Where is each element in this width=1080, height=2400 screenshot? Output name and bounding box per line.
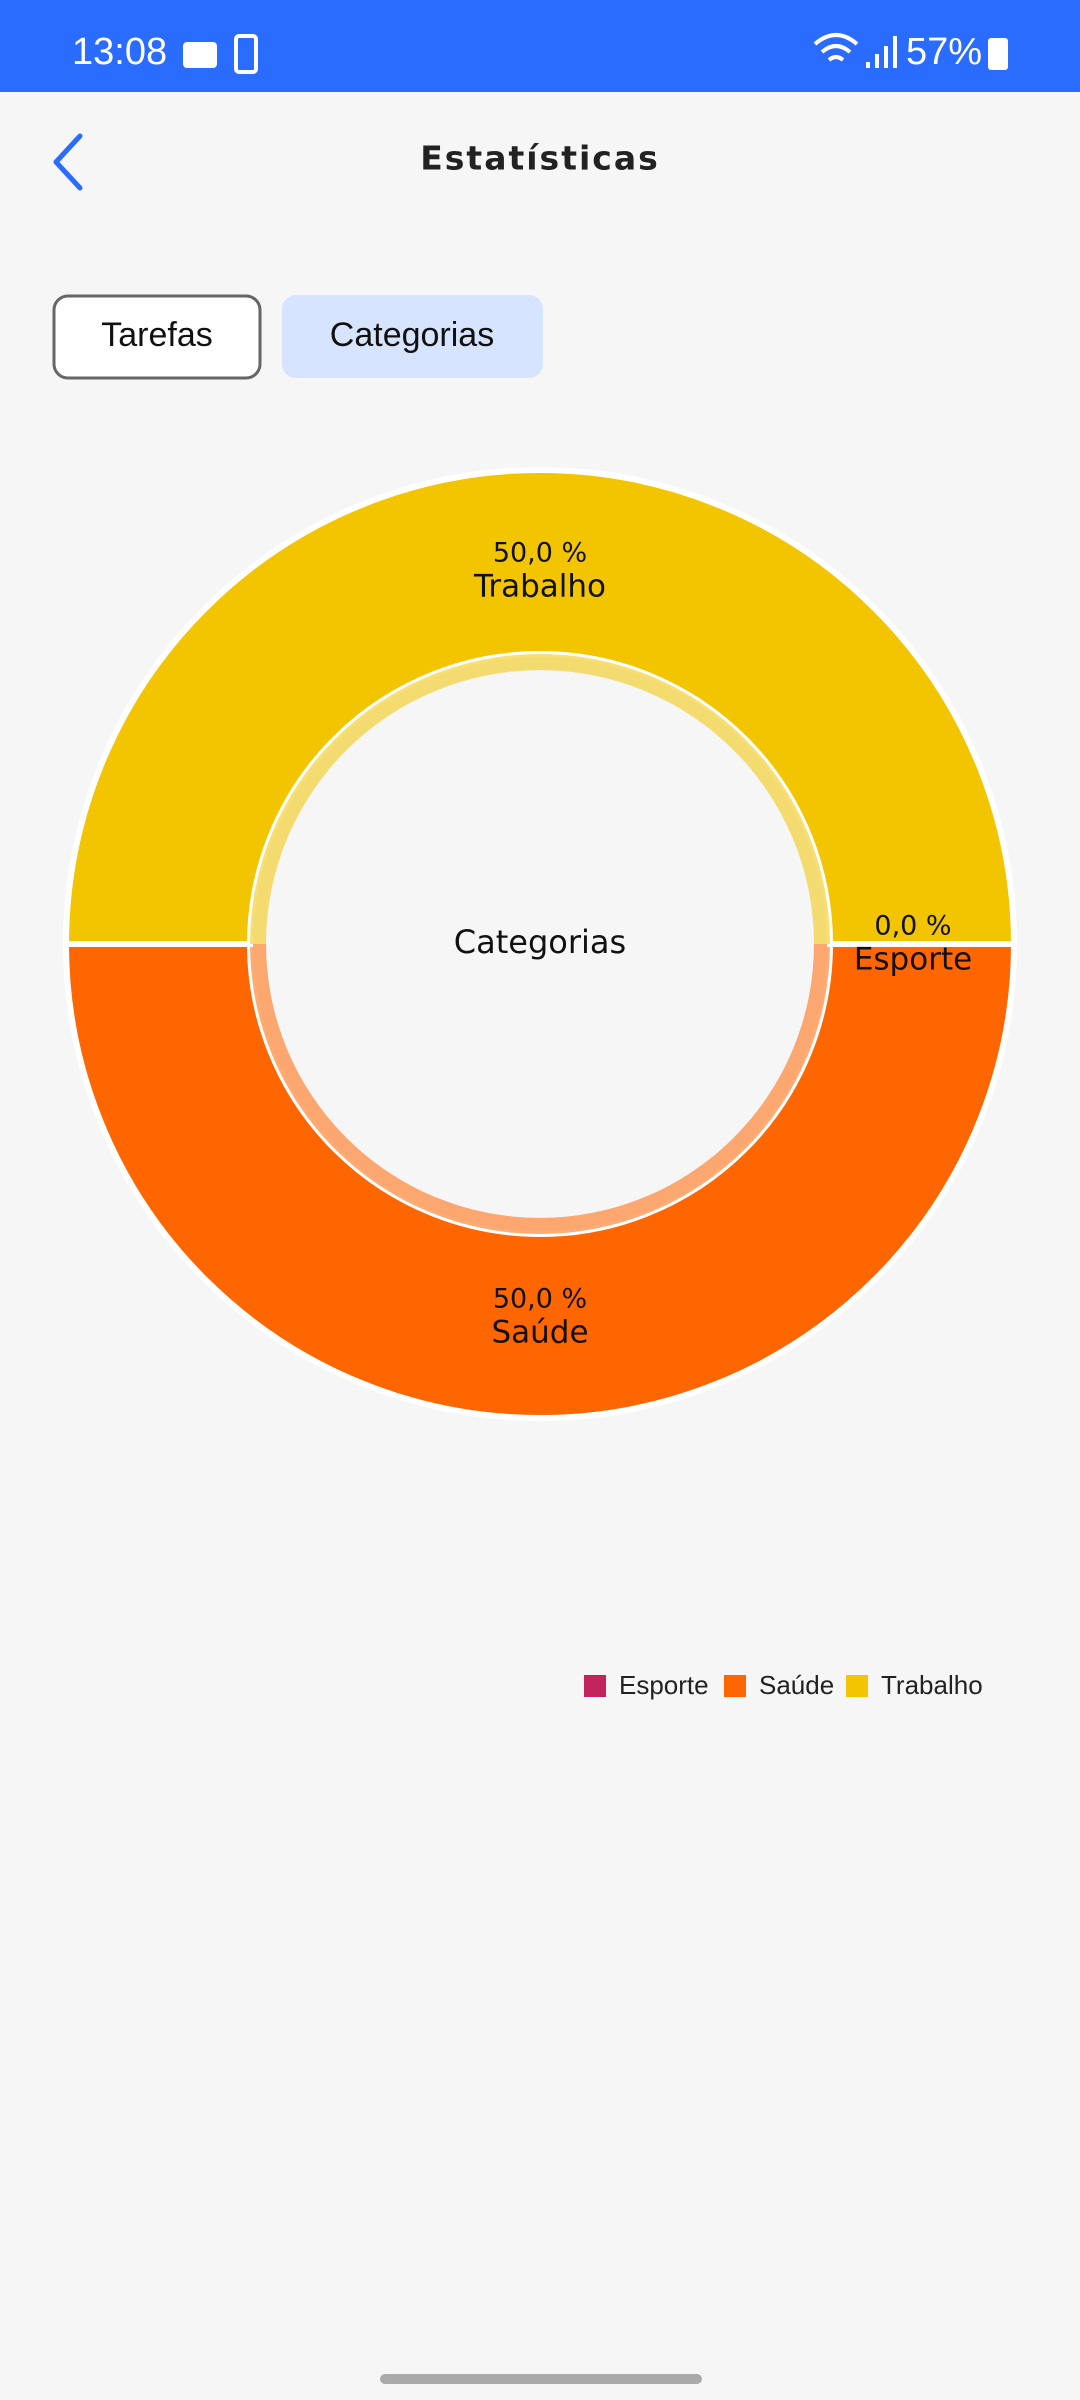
legend-swatch — [584, 1675, 606, 1697]
header-title: Estatísticas — [420, 139, 660, 178]
center-label: Categorias — [454, 923, 626, 961]
legend-swatch — [724, 1675, 746, 1697]
legend-swatch — [846, 1675, 868, 1697]
wifi-icon — [813, 33, 859, 62]
back-button[interactable] — [53, 133, 83, 191]
battery-icon — [988, 38, 1008, 70]
status-bar — [0, 0, 1080, 92]
value-label: 0,0 % — [874, 911, 951, 942]
status-time: 13:08 — [72, 31, 167, 73]
battery-text: 57% — [906, 31, 982, 73]
legend-label: Esporte — [619, 1670, 709, 1700]
signal-icon — [866, 36, 897, 68]
slice-label: Trabalho — [473, 569, 606, 605]
legend-label: Saúde — [759, 1670, 834, 1700]
value-label: 50,0 % — [493, 538, 587, 569]
tab-label[interactable]: Tarefas — [101, 316, 213, 354]
tab-label[interactable]: Categorias — [330, 316, 494, 354]
voicemail-icon — [183, 42, 217, 68]
slice-label: Esporte — [854, 942, 972, 978]
phone-icon — [234, 34, 258, 74]
legend-label: Trabalho — [881, 1670, 983, 1700]
value-label: 50,0 % — [493, 1284, 587, 1315]
tab-categorias[interactable] — [282, 295, 543, 378]
home-indicator — [380, 2374, 702, 2384]
tab-tarefas[interactable] — [52, 294, 262, 380]
slice-label: Saúde — [491, 1315, 588, 1351]
